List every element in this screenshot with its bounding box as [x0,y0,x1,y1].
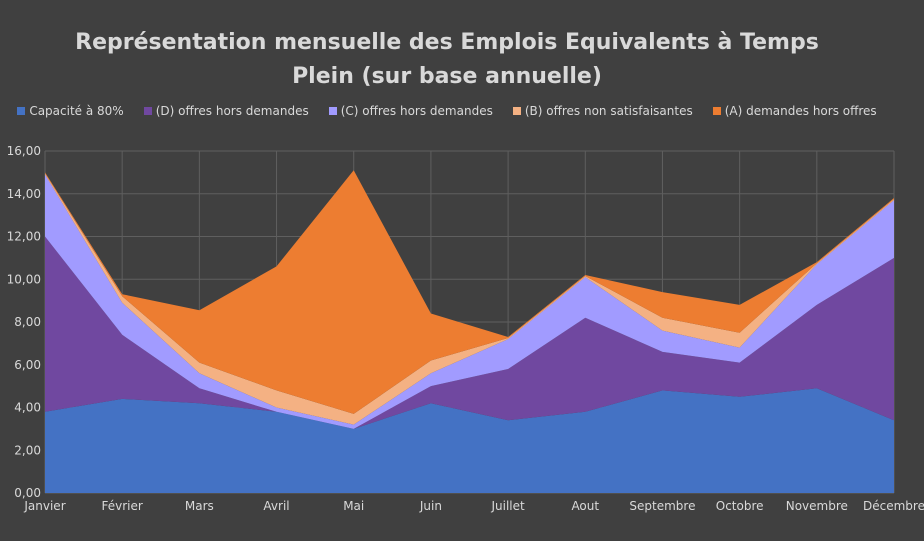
legend-swatch [328,107,337,115]
x-tick-label: Janvier [23,499,65,513]
y-tick-label: 16,00 [7,144,41,158]
legend-swatch [712,107,721,115]
y-tick-label: 12,00 [7,230,41,244]
x-tick-label: Février [102,499,143,513]
chart-title: Représentation mensuelle des Emplois Equ… [0,26,894,94]
legend-item-c: (C) offres hors demandes [328,104,493,118]
x-tick-label: Octobre [716,499,764,513]
legend-label: (C) offres hors demandes [340,104,493,118]
x-tick-label: Septembre [629,499,695,513]
y-tick-label: 8,00 [14,315,41,329]
series-area-0 [45,388,894,493]
y-tick-label: 2,00 [14,443,41,457]
x-tick-label: Juin [419,499,442,513]
y-tick-label: 14,00 [7,187,41,201]
x-tick-label: Décembre [863,499,924,513]
legend-swatch [512,107,521,115]
legend-label: Capacité à 80% [29,104,124,118]
legend-item-capacite: Capacité à 80% [17,104,124,118]
y-tick-label: 0,00 [14,486,41,500]
x-tick-label: Aout [571,499,599,513]
y-tick-label: 4,00 [14,401,41,415]
legend-label: (D) offres hors demandes [155,104,309,118]
series-area-4 [45,170,894,414]
legend-swatch [17,107,26,115]
y-tick-label: 10,00 [7,272,41,286]
series-area-1 [45,236,894,429]
chart-title-line-2: Plein (sur base annuelle) [292,64,602,89]
chart-legend: Capacité à 80% (D) offres hors demandes … [0,104,894,118]
x-tick-label: Mars [185,499,214,513]
legend-swatch [143,107,152,115]
x-tick-label: Mai [343,499,364,513]
legend-label: (B) offres non satisfaisantes [524,104,693,118]
legend-item-b: (B) offres non satisfaisantes [512,104,693,118]
legend-item-d: (D) offres hors demandes [143,104,309,118]
chart-title-line-1: Représentation mensuelle des Emplois Equ… [75,30,819,55]
legend-label: (A) demandes hors offres [724,104,877,118]
x-tick-label: Novembre [786,499,848,513]
legend-item-a: (A) demandes hors offres [712,104,877,118]
x-tick-label: Juillet [490,499,525,513]
y-tick-label: 6,00 [14,358,41,372]
x-tick-label: Avril [263,499,289,513]
